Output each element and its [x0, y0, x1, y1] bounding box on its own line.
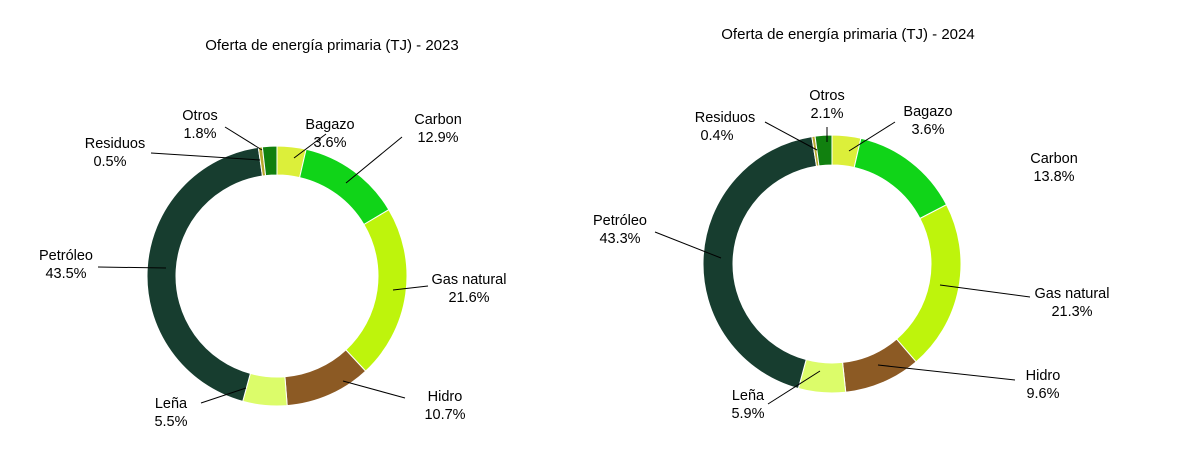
value-label-petroleo-2024: 43.3% [599, 231, 640, 247]
slice-gas-natural-2024 [895, 204, 962, 363]
leader-line-bagazo-2023 [293, 133, 327, 159]
leader-line-petroleo-2023 [97, 266, 167, 269]
leader-line-gas-natural-2023 [392, 285, 429, 291]
leader-line-bagazo-2024 [848, 121, 896, 152]
leader-line-gas-natural-2024 [939, 284, 1031, 298]
category-label-hidro-2024: Hidro [1026, 368, 1061, 384]
value-label-hidro-2024: 9.6% [1026, 386, 1059, 402]
donut-chart-2024: Oferta de energía primaria (TJ) - 2024 B… [593, 26, 1109, 422]
category-label-residuos-2024: Residuos [695, 110, 755, 126]
slice-petroleo-2024 [702, 136, 818, 390]
slice-otros-2024 [814, 134, 833, 167]
value-label-bagazo-2023: 3.6% [313, 135, 346, 151]
value-label-petroleo-2023: 43.5% [45, 266, 86, 282]
leader-line-residuos-2024 [764, 121, 818, 151]
category-label-carbon-2024: Carbon [1030, 151, 1078, 167]
leader-line-hidro-2023 [342, 380, 406, 399]
category-label-otros-2023: Otros [182, 108, 217, 124]
category-label-hidro-2023: Hidro [428, 389, 463, 405]
value-label-lena-2024: 5.9% [731, 406, 764, 422]
slice-petroleo-2023 [146, 146, 264, 403]
slice-hidro-2023 [284, 349, 367, 407]
slice-carbon-2024 [853, 137, 948, 220]
leader-line-carbon-2023 [345, 136, 403, 184]
slice-gas-natural-2023 [345, 209, 408, 372]
category-label-bagazo-2024: Bagazo [903, 104, 952, 120]
category-label-otros-2024: Otros [809, 88, 844, 104]
slice-carbon-2023 [299, 148, 390, 226]
value-label-gas-natural-2023: 21.6% [448, 290, 489, 306]
chart-title-2023: Oferta de energía primaria (TJ) - 2023 [205, 37, 458, 54]
slice-lena-2024 [797, 358, 847, 394]
leader-line-hidro-2024 [877, 364, 1016, 381]
leader-line-residuos-2023 [150, 152, 261, 161]
leader-line-petroleo-2024 [654, 231, 722, 259]
value-label-carbon-2023: 12.9% [417, 130, 458, 146]
value-label-residuos-2023: 0.5% [93, 154, 126, 170]
value-label-bagazo-2024: 3.6% [911, 122, 944, 138]
category-label-bagazo-2023: Bagazo [305, 117, 354, 133]
value-label-residuos-2024: 0.4% [700, 128, 733, 144]
category-label-gas-natural-2023: Gas natural [432, 272, 507, 288]
donut-slices-2023 [146, 145, 408, 407]
leader-line-lena-2024 [767, 370, 821, 405]
donut-slices-2024 [702, 134, 962, 394]
category-label-residuos-2023: Residuos [85, 136, 145, 152]
leader-line-otros-2023 [224, 126, 263, 151]
category-label-lena-2024: Leña [732, 388, 765, 404]
category-label-gas-natural-2024: Gas natural [1035, 286, 1110, 302]
value-label-hidro-2023: 10.7% [424, 407, 465, 423]
category-label-lena-2023: Leña [155, 396, 188, 412]
value-label-carbon-2024: 13.8% [1033, 169, 1074, 185]
category-label-carbon-2023: Carbon [414, 112, 462, 128]
donut-chart-2023: Oferta de energía primaria (TJ) - 2023 B… [39, 37, 506, 430]
slice-otros-2023 [261, 145, 278, 177]
value-label-otros-2023: 1.8% [183, 126, 216, 142]
category-label-petroleo-2023: Petróleo [39, 248, 93, 264]
value-label-lena-2023: 5.5% [154, 414, 187, 430]
value-label-gas-natural-2024: 21.3% [1051, 304, 1092, 320]
chart-title-2024: Oferta de energía primaria (TJ) - 2024 [721, 26, 974, 43]
category-label-petroleo-2024: Petróleo [593, 213, 647, 229]
value-label-otros-2024: 2.1% [810, 106, 843, 122]
leader-line-lena-2023 [200, 387, 247, 404]
